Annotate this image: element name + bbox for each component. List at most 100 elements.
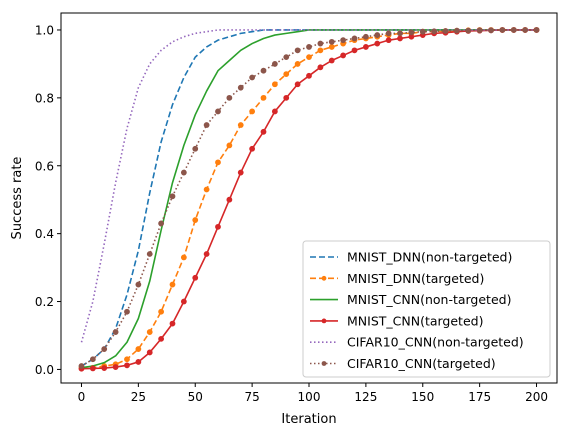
data-point — [283, 54, 290, 61]
data-point — [169, 193, 176, 200]
data-point — [203, 186, 210, 193]
legend-label: MNIST_DNN(targeted) — [347, 271, 484, 286]
data-point — [306, 44, 312, 50]
data-point — [294, 81, 301, 88]
data-point — [101, 346, 108, 352]
data-point — [374, 32, 381, 38]
data-point — [226, 196, 233, 203]
data-point — [306, 72, 312, 79]
data-point — [226, 94, 233, 101]
series-6 — [78, 27, 540, 369]
data-point — [362, 33, 369, 40]
data-point — [203, 251, 210, 257]
data-point — [158, 220, 165, 227]
data-point — [146, 329, 153, 335]
data-point — [317, 64, 324, 71]
data-point — [215, 159, 221, 166]
data-point — [237, 122, 244, 128]
plot-series — [78, 27, 540, 372]
data-point — [78, 363, 85, 369]
y-tick-label: 1.0 — [35, 23, 54, 37]
data-point — [294, 47, 301, 54]
x-axis-label: Iteration — [281, 412, 336, 427]
data-point — [351, 47, 358, 54]
data-point — [146, 251, 153, 257]
data-point — [397, 30, 403, 37]
data-point — [180, 169, 187, 176]
data-point — [124, 356, 130, 363]
data-point — [135, 346, 142, 352]
data-point — [158, 335, 165, 342]
data-point — [112, 329, 119, 335]
y-tick-label: 0.6 — [35, 159, 54, 173]
data-point — [89, 365, 96, 372]
legend-marker — [321, 275, 327, 281]
series-5 — [80, 29, 537, 343]
data-point — [192, 274, 199, 281]
data-point — [169, 320, 176, 327]
data-point — [488, 27, 494, 34]
data-point — [419, 28, 426, 35]
data-point — [226, 142, 233, 149]
data-point — [101, 365, 108, 371]
data-point — [271, 81, 278, 88]
data-point — [294, 61, 301, 67]
data-point — [169, 281, 176, 288]
legend-label: MNIST_CNN(non-targeted) — [347, 292, 511, 307]
y-tick-label: 0.0 — [35, 363, 54, 377]
data-point — [146, 349, 153, 356]
data-point — [180, 254, 187, 261]
legend-box — [302, 240, 551, 378]
x-tick-label: 75 — [244, 390, 259, 404]
data-point — [249, 145, 256, 152]
data-point — [192, 217, 199, 223]
data-point — [249, 108, 256, 115]
data-point — [476, 27, 483, 34]
data-point — [453, 27, 460, 34]
data-point — [203, 122, 210, 128]
legend-label: MNIST_DNN(non-targeted) — [347, 250, 512, 265]
y-tick-label: 0.8 — [35, 91, 54, 105]
data-point — [374, 40, 381, 47]
data-point — [283, 94, 290, 101]
data-point — [351, 35, 358, 42]
y-axis: 0.0 0.2 0.4 0.6 0.8 1.0 — [35, 23, 61, 377]
data-point — [135, 359, 142, 365]
x-tick-label: 175 — [468, 390, 491, 404]
data-point — [340, 52, 347, 59]
data-point — [408, 29, 415, 36]
data-point — [431, 28, 438, 35]
data-point — [271, 108, 278, 115]
data-point — [158, 308, 165, 315]
data-point — [385, 37, 392, 44]
data-point — [260, 67, 267, 74]
data-point — [124, 362, 130, 369]
x-tick-label: 150 — [411, 390, 434, 404]
x-tick-label: 100 — [298, 390, 321, 404]
data-point — [192, 145, 199, 152]
legend-item: CIFAR10_CNN(non-targeted) — [310, 335, 524, 350]
data-point — [533, 27, 540, 33]
data-point — [510, 27, 517, 33]
legend-item: MNIST_DNN(targeted) — [310, 271, 484, 286]
y-tick-label: 0.2 — [35, 295, 54, 309]
data-point — [135, 281, 142, 288]
data-point — [260, 128, 267, 135]
legend-label: MNIST_CNN(targeted) — [347, 313, 483, 328]
legend-marker — [321, 318, 327, 324]
data-point — [317, 40, 324, 47]
data-point — [249, 74, 256, 81]
legend-item: MNIST_DNN(non-targeted) — [310, 250, 512, 265]
legend-marker — [321, 361, 327, 366]
data-point — [89, 356, 96, 363]
data-point — [397, 35, 403, 42]
data-point — [283, 71, 290, 77]
data-point — [306, 54, 312, 61]
data-point — [271, 61, 278, 67]
data-point — [328, 38, 335, 45]
data-point — [260, 94, 267, 101]
data-point — [237, 84, 244, 91]
legend-item: CIFAR10_CNN(targeted) — [310, 356, 496, 371]
data-point — [499, 27, 506, 33]
